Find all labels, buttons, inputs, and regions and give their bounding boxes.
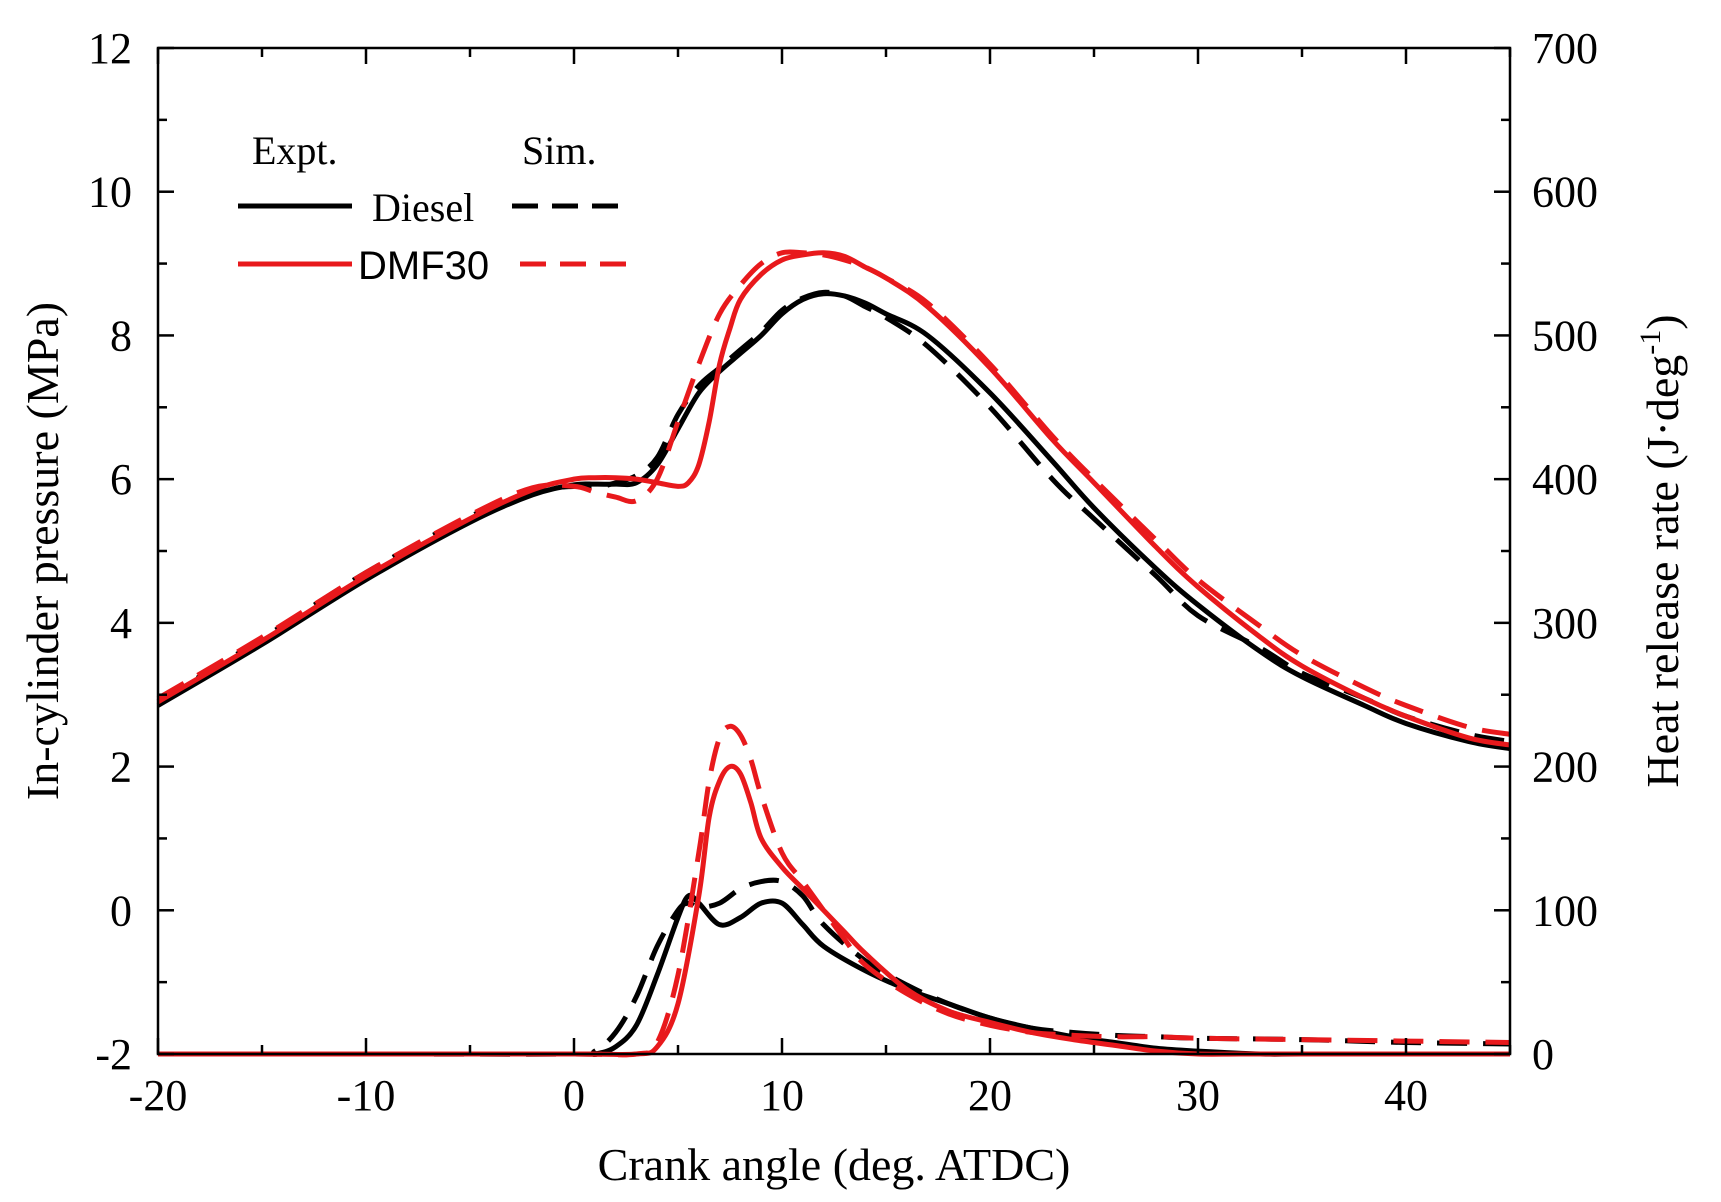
x-tick-label: 10: [760, 1071, 804, 1120]
y-right-tick-label: 600: [1532, 168, 1598, 217]
series-dmf30-pressure-expt: [156, 250, 1511, 748]
tick-label-layer: -20 -10 0 10 20 30 40-202468101201002003004005…: [88, 24, 1598, 1120]
plot-frame: [156, 46, 1512, 1056]
series-diesel-hrr-sim: [158, 877, 1511, 1057]
y-left-tick-label: -2: [95, 1030, 132, 1079]
y-right-tick-label: 0: [1532, 1030, 1554, 1079]
series-diesel-pressure-expt: [156, 291, 1511, 752]
y-right-tick-label: 200: [1532, 743, 1598, 792]
y-right-tick-label: 400: [1532, 455, 1598, 504]
y-left-tick-label: 8: [110, 311, 132, 360]
y-left-tick-label: 4: [110, 599, 132, 648]
series-dmf30-hrr-expt: [158, 763, 1510, 1058]
legend: Expt. Sim. Diesel DMF30: [238, 128, 634, 288]
series-layer: [156, 249, 1511, 1058]
series-dmf30-pressure-sim: [156, 249, 1511, 737]
y-left-tick-label: 12: [88, 24, 132, 73]
series-diesel-hrr-expt: [158, 892, 1510, 1058]
y-right-tick-label: 700: [1532, 24, 1598, 73]
series-dmf30-hrr-sim: [158, 723, 1511, 1058]
y-left-tick-label: 10: [88, 168, 132, 217]
y-left-axis-title: In-cylinder pressure (MPa): [17, 302, 68, 800]
legend-dmf30-label: DMF30: [358, 244, 489, 288]
y-left-tick-label: 6: [110, 455, 132, 504]
legend-header-expt: Expt.: [252, 128, 338, 173]
x-tick-label: -10: [337, 1071, 396, 1120]
y-right-axis-title-main: Heat release rate (J·deg: [1637, 355, 1688, 788]
x-tick-label: 0: [563, 1071, 585, 1120]
y-right-axis-title: Heat release rate (J·deg-1): [1634, 314, 1688, 787]
y-left-tick-label: 0: [110, 886, 132, 935]
series-diesel-pressure-sim: [156, 289, 1511, 744]
x-tick-label: -20: [129, 1071, 188, 1120]
y-right-axis-title-close: ): [1637, 314, 1688, 329]
y-left-tick-label: 2: [110, 743, 132, 792]
x-tick-label: 40: [1384, 1071, 1428, 1120]
legend-header-sim: Sim.: [522, 128, 596, 173]
x-tick-label: 30: [1176, 1071, 1220, 1120]
x-axis-title: Crank angle (deg. ATDC): [598, 1139, 1071, 1190]
y-right-tick-label: 300: [1532, 599, 1598, 648]
y-right-tick-label: 500: [1532, 311, 1598, 360]
legend-diesel-label: Diesel: [372, 185, 474, 230]
tick-layer: [156, 46, 1512, 1056]
y-right-axis-title-sup: -1: [1634, 330, 1667, 355]
y-right-tick-label: 100: [1532, 886, 1598, 935]
x-tick-label: 20: [968, 1071, 1012, 1120]
